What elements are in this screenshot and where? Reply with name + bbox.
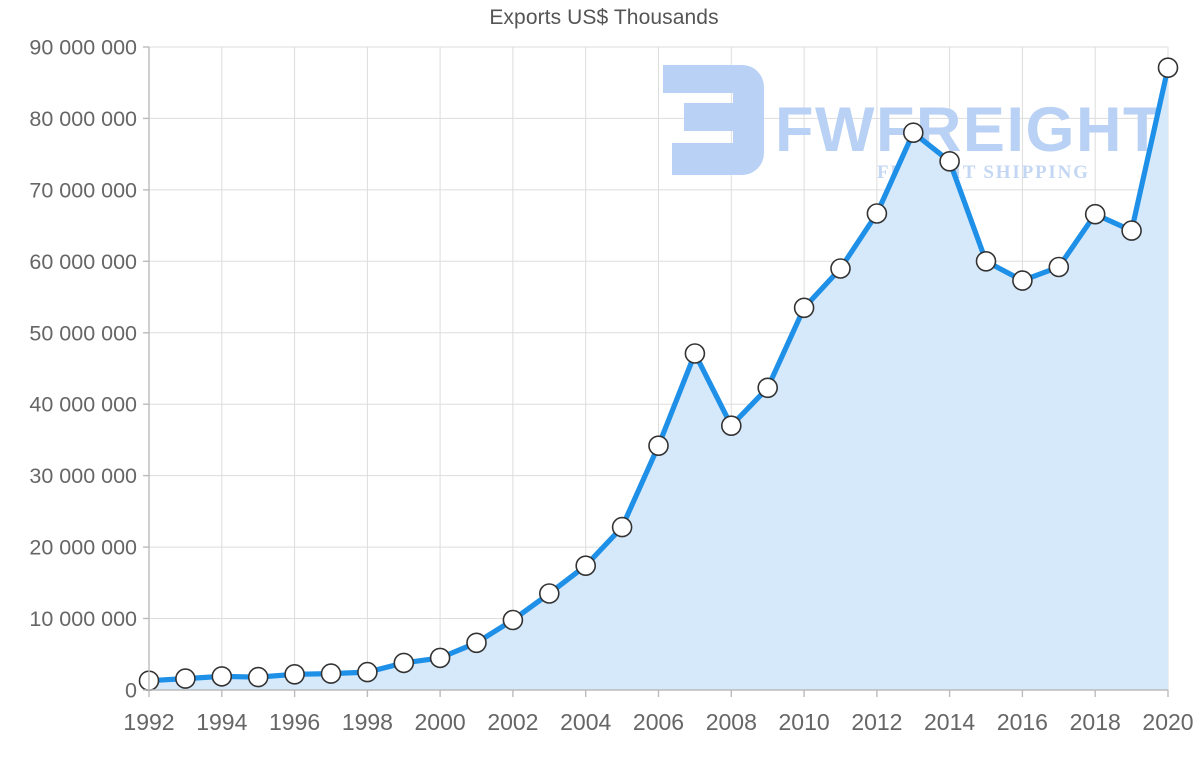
x-tick-label: 2004 [560, 709, 611, 735]
y-tick-label: 10 000 000 [29, 607, 137, 631]
y-axis-labels: 0 10 000 000 20 000 000 30 000 000 40 00… [29, 36, 137, 703]
data-point [1012, 270, 1033, 291]
data-point [393, 652, 415, 674]
x-tick-marks [148, 690, 1169, 697]
data-point [247, 666, 269, 688]
x-tick-label: 2014 [924, 709, 975, 735]
x-axis-labels: 1992 1994 1996 1998 2000 2002 2004 2006 … [123, 709, 1193, 735]
data-point [793, 297, 815, 319]
x-tick-label: 2000 [415, 709, 466, 735]
data-point [284, 663, 305, 685]
series-markers [138, 57, 1179, 692]
data-point [757, 377, 779, 399]
y-tick-label: 50 000 000 [29, 321, 137, 345]
y-tick-label: 60 000 000 [29, 250, 137, 274]
data-point [1084, 203, 1106, 225]
data-point [975, 250, 997, 272]
x-tick-label: 2020 [1142, 709, 1193, 735]
series-area-fill [149, 67, 1168, 690]
x-tick-label: 2002 [487, 709, 538, 735]
chart-title: Exports US$ Thousands [489, 6, 719, 29]
watermark-logo-icon [663, 65, 764, 175]
x-tick-label: 1996 [269, 709, 320, 735]
y-tick-label: 20 000 000 [29, 536, 137, 560]
data-point [575, 555, 597, 577]
data-point [866, 203, 888, 224]
data-point [720, 415, 742, 437]
data-point [502, 609, 524, 631]
y-tick-marks [143, 46, 149, 691]
x-tick-label: 2016 [997, 709, 1048, 735]
x-tick-label: 2006 [633, 709, 684, 735]
data-point [429, 647, 451, 669]
y-tick-label: 70 000 000 [29, 178, 137, 202]
data-point [538, 583, 560, 604]
data-point [939, 151, 960, 172]
x-tick-label: 2018 [1070, 709, 1121, 735]
data-point [466, 632, 487, 654]
data-point [611, 516, 633, 538]
data-point [1121, 220, 1142, 241]
x-tick-label: 1992 [123, 709, 174, 735]
data-point [648, 435, 669, 457]
watermark-brand: FWFREIGHT [775, 95, 1163, 165]
y-tick-label: 90 000 000 [29, 36, 137, 60]
data-point [1048, 256, 1070, 278]
y-tick-label: 80 000 000 [29, 107, 137, 131]
x-tick-label: 2012 [851, 709, 902, 735]
data-point [1157, 57, 1179, 78]
x-tick-label: 2010 [779, 709, 830, 735]
data-point [357, 661, 378, 683]
x-tick-label: 1998 [342, 709, 393, 735]
data-point [320, 663, 342, 684]
x-tick-label: 2008 [706, 709, 757, 735]
y-tick-label: 30 000 000 [29, 464, 137, 488]
data-point [684, 343, 706, 364]
x-tick-label: 1994 [196, 709, 247, 735]
data-point [830, 258, 851, 279]
data-point [175, 668, 196, 689]
data-point [902, 122, 924, 143]
y-tick-label: 40 000 000 [29, 393, 137, 417]
y-tick-label: 0 [125, 679, 137, 703]
data-point [211, 666, 233, 687]
